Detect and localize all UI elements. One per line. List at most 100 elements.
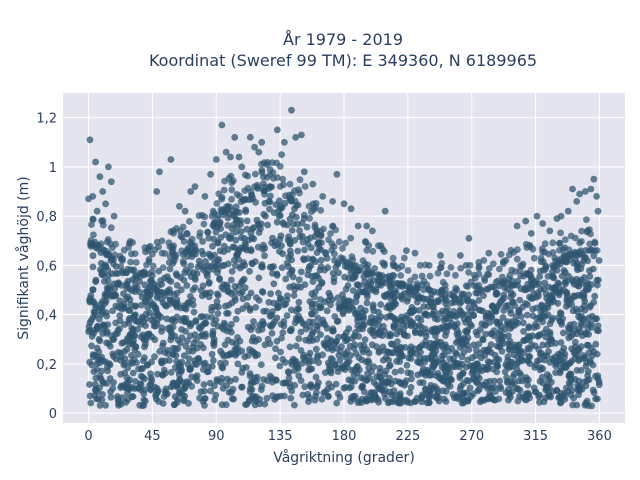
data-point [361, 336, 369, 343]
data-point [352, 262, 360, 269]
data-point [297, 284, 305, 291]
data-point [470, 364, 477, 372]
data-point [351, 341, 358, 348]
data-point [486, 384, 494, 391]
data-point [234, 307, 242, 315]
data-point [361, 278, 368, 286]
data-point [397, 316, 405, 324]
data-point [147, 370, 154, 378]
data-point [100, 357, 107, 365]
data-point [391, 368, 399, 376]
data-point [329, 269, 337, 277]
data-point [307, 381, 315, 388]
data-point [382, 380, 389, 388]
data-point [279, 175, 287, 183]
data-point [276, 362, 284, 370]
data-point [484, 270, 491, 278]
data-point [317, 331, 324, 338]
data-point [347, 383, 355, 391]
data-point [339, 310, 347, 318]
data-point [167, 368, 175, 376]
y-axis-title: Signifikant våghöjd (m) [15, 176, 32, 339]
data-point [286, 215, 294, 223]
data-point [558, 272, 566, 280]
data-point [414, 371, 422, 379]
data-point [397, 272, 405, 279]
data-point [385, 356, 392, 364]
data-point [270, 175, 277, 182]
data-point [95, 348, 103, 356]
data-point [557, 339, 565, 346]
data-point [317, 207, 325, 214]
data-point [171, 401, 178, 409]
data-point [102, 200, 109, 208]
data-point [582, 254, 589, 261]
data-point [169, 382, 177, 390]
data-point [544, 311, 552, 319]
data-point [586, 359, 594, 366]
data-point [261, 341, 269, 349]
data-point [114, 330, 121, 337]
data-point [533, 212, 541, 220]
x-tick-label: 90 [208, 429, 225, 444]
data-point [169, 351, 177, 358]
data-point [266, 198, 274, 206]
data-point [289, 355, 297, 363]
data-point [253, 216, 261, 224]
data-point [118, 382, 125, 390]
data-point [583, 377, 591, 385]
data-point [595, 276, 602, 284]
data-point [369, 304, 377, 312]
data-point [93, 366, 101, 373]
data-point [415, 359, 423, 366]
data-point [416, 343, 424, 351]
data-point [585, 314, 593, 322]
data-point [112, 240, 119, 248]
axis-ticks: 0 45 90 135 180 225 270 315 360 0 0,2 0,4 0,6 0,8 1 1,2 [36, 112, 612, 444]
data-point [536, 273, 544, 280]
data-point [221, 177, 229, 185]
data-point [208, 362, 216, 370]
data-point [475, 263, 483, 270]
data-point [470, 341, 478, 349]
data-point [103, 312, 111, 320]
data-point [403, 297, 411, 305]
data-point [478, 397, 486, 404]
data-point [158, 237, 166, 245]
data-point [278, 151, 285, 159]
data-point [533, 315, 541, 322]
data-point [166, 253, 174, 261]
data-point [505, 340, 513, 348]
data-point [246, 306, 254, 314]
data-point [585, 349, 593, 357]
data-point [542, 265, 549, 273]
data-point [386, 277, 393, 285]
data-point [87, 292, 95, 299]
data-point [211, 396, 219, 404]
data-point [161, 369, 169, 377]
data-point [264, 159, 271, 166]
data-point [347, 205, 355, 213]
data-point [488, 302, 496, 310]
data-point [460, 342, 468, 349]
data-point [88, 342, 95, 350]
data-point [307, 234, 314, 242]
data-point [552, 369, 559, 376]
data-point [232, 236, 240, 244]
data-point [309, 278, 317, 285]
data-point [541, 248, 549, 256]
data-point [260, 307, 267, 315]
data-point [541, 240, 549, 248]
data-point [375, 348, 383, 356]
data-point [99, 246, 107, 254]
data-point [362, 358, 370, 366]
data-point [498, 347, 506, 355]
data-point [196, 394, 204, 402]
data-point [551, 254, 559, 262]
data-point [169, 227, 177, 235]
data-point [222, 302, 229, 310]
data-point [583, 228, 591, 236]
data-point [161, 388, 169, 395]
data-point [507, 309, 515, 317]
